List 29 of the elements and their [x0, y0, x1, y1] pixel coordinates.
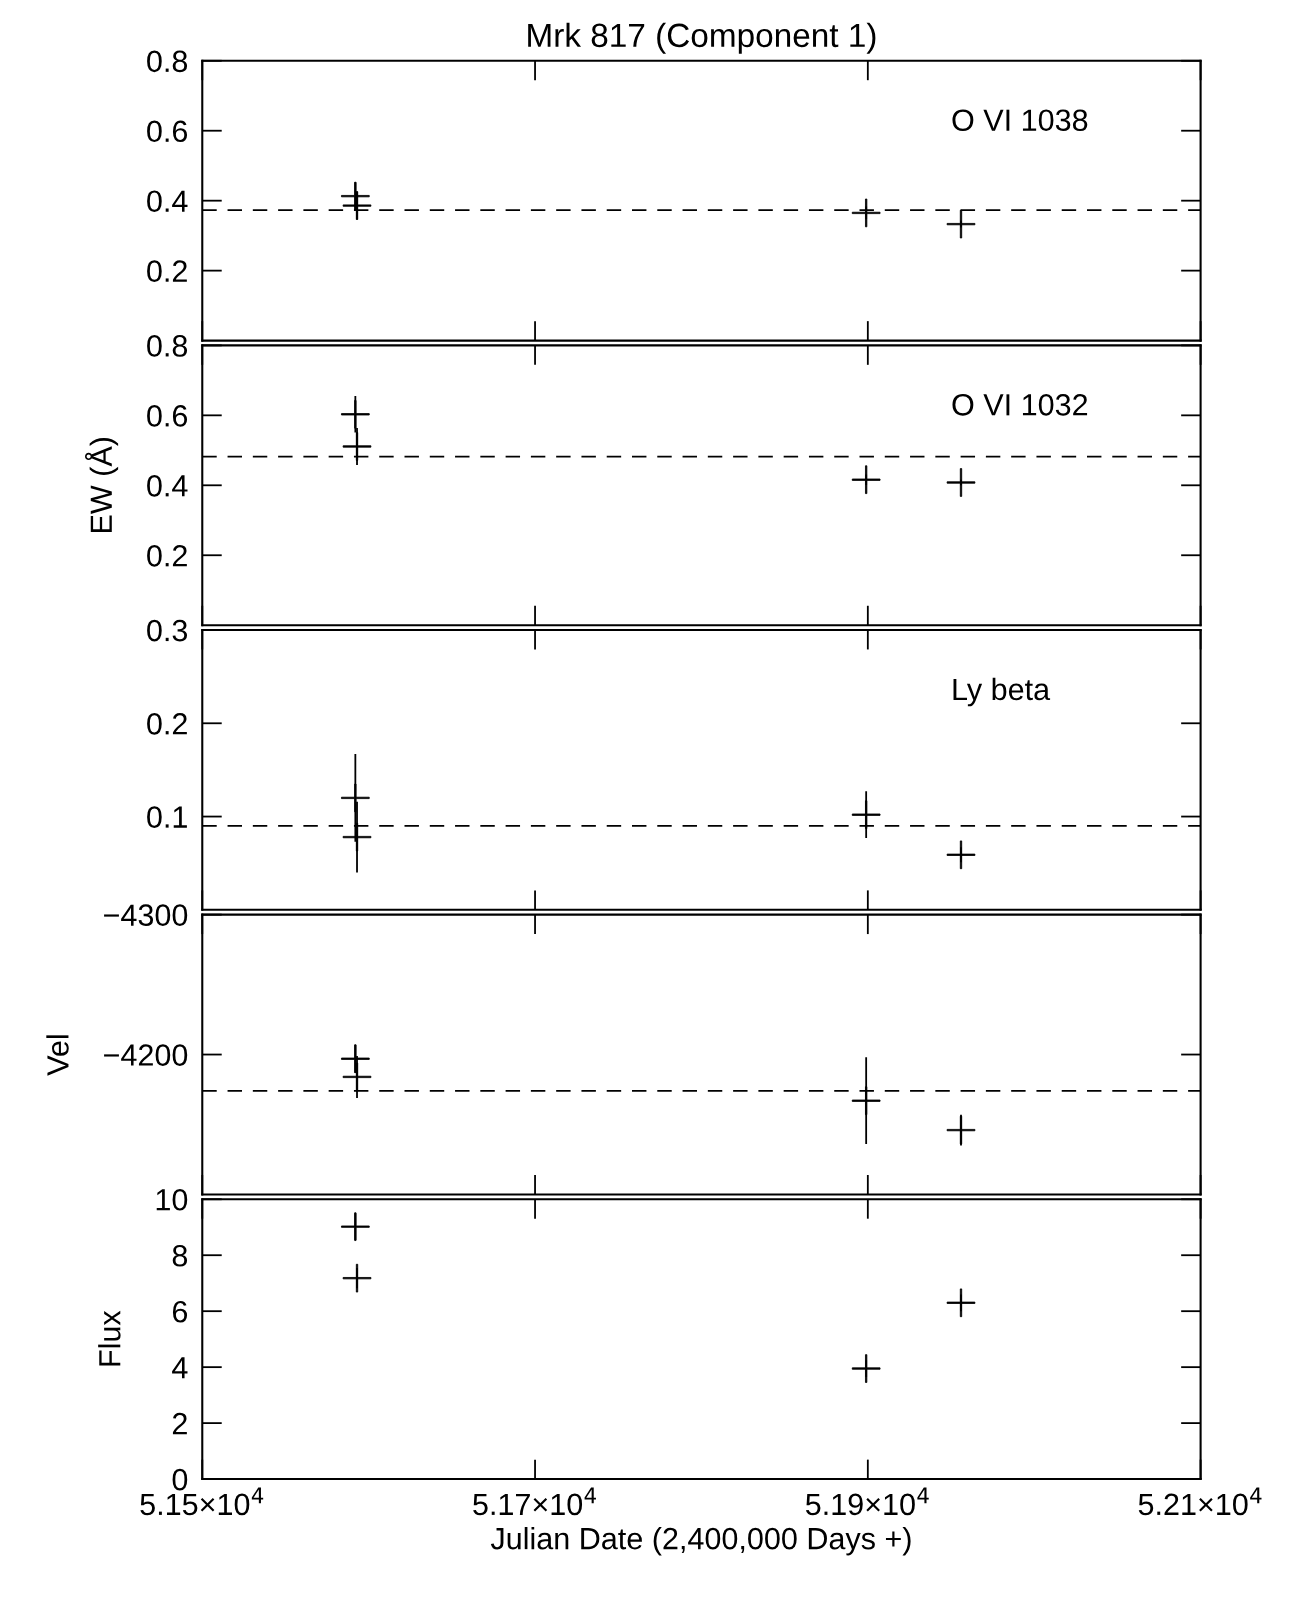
annotation: Ly beta: [953, 677, 1051, 707]
y-tick-label: 0.1: [147, 806, 187, 828]
y-tick-label: 0.2: [147, 713, 187, 735]
y-tick-label: 0.8: [147, 50, 188, 73]
y-tick-label: 10: [156, 1188, 188, 1211]
y-tick-label: 0.6: [147, 405, 188, 427]
y-tick-label: 0.2: [147, 544, 187, 567]
y-axis-title: Vel: [46, 1035, 69, 1076]
y-tick-label: 0.4: [147, 190, 188, 213]
chart-title: Mrk 817 (Component 1): [528, 22, 876, 54]
y-tick-label: −4200: [104, 1044, 188, 1066]
y-tick-label: 0.4: [147, 475, 188, 497]
y-tick-label: −4300: [104, 904, 188, 926]
y-tick-label: 8: [172, 1244, 188, 1267]
annotation: O VI 1038: [952, 109, 1088, 132]
annotation: O VI 1032: [952, 394, 1088, 416]
y-tick-label: 0.8: [147, 335, 188, 357]
y-tick-label: 6: [172, 1300, 188, 1323]
y-tick-label: 0.2: [147, 260, 187, 282]
x-axis-title: Julian Date (2,400,000 Days +): [490, 1527, 911, 1556]
y-axis-title: Flux: [98, 1310, 121, 1366]
y-tick-label: 0.6: [147, 120, 188, 143]
x-tick-label: 5.19×10$^{4}$: [805, 1487, 929, 1516]
x-tick-label: 5.17×10$^{4}$: [473, 1487, 596, 1516]
y-tick-label: 4: [172, 1357, 188, 1379]
x-tick-label: 5.21×10$^{4}$: [1138, 1487, 1262, 1516]
y-tick-label: 2: [172, 1412, 187, 1435]
y-tick-label: 0.3: [147, 619, 188, 642]
y-axis-title: EW (Å): [85, 437, 119, 533]
